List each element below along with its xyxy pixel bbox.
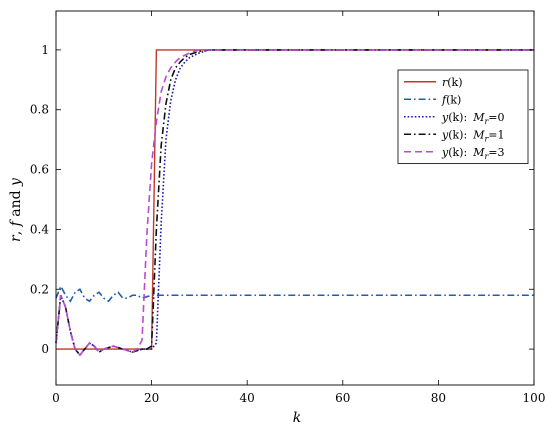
x-tick-label: 100 <box>523 391 546 405</box>
x-tick-label: 60 <box>335 391 350 405</box>
x-tick-label: 0 <box>52 391 60 405</box>
axis-ticks: 0 20 40 60 80 100 0 0.2 0.4 0.6 0.8 1 <box>30 11 546 405</box>
legend-entry-4: y(k): Mr=3 <box>441 146 505 161</box>
axes-frame <box>55 10 535 386</box>
legend-entry-2: y(k): Mr=0 <box>441 111 505 126</box>
series-lines <box>55 49 534 357</box>
x-axis-label: k <box>293 410 301 426</box>
legend-entry-3: y(k): Mr=1 <box>441 128 505 143</box>
y-tick-label: 0.8 <box>30 103 49 117</box>
plot-area <box>56 11 534 385</box>
legend-entry-0: r(k) <box>442 76 463 89</box>
x-tick-label: 40 <box>240 391 255 405</box>
legend: r(k) f(k) y(k): Mr=0 y(k): Mr=1 y(k): Mr=3 <box>397 69 529 164</box>
y-tick-label: 0.2 <box>30 282 49 296</box>
series-line-4 <box>55 49 534 357</box>
y-tick-label: 0.6 <box>30 163 49 177</box>
series-line-1 <box>55 284 534 303</box>
x-tick-label: 80 <box>431 391 446 405</box>
y-tick-label: 0.4 <box>30 222 49 236</box>
x-tick-label: 20 <box>144 391 159 405</box>
y-tick-label: 1 <box>41 43 49 57</box>
y-axis-label: r, f and y <box>8 177 24 242</box>
y-tick-label: 0 <box>41 342 49 356</box>
legend-entry-1: f(k) <box>441 93 461 106</box>
